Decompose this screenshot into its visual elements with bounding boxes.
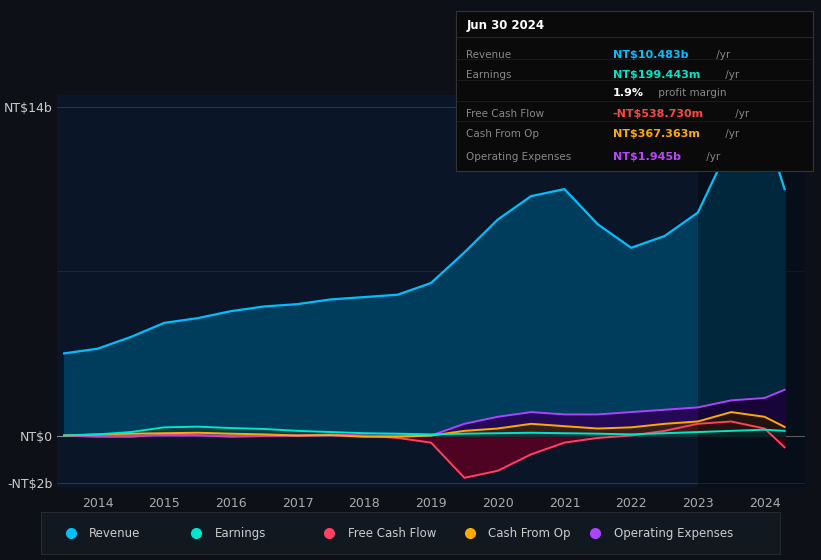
Text: /yr: /yr <box>732 109 750 119</box>
Text: Jun 30 2024: Jun 30 2024 <box>466 19 544 32</box>
Bar <box>698 95 818 487</box>
Text: Cash From Op: Cash From Op <box>488 527 571 540</box>
Text: /yr: /yr <box>713 49 730 59</box>
Text: 1.9%: 1.9% <box>612 88 644 98</box>
Text: Cash From Op: Cash From Op <box>466 129 539 139</box>
Text: Free Cash Flow: Free Cash Flow <box>466 109 544 119</box>
Text: profit margin: profit margin <box>655 88 727 98</box>
Text: NT$199.443m: NT$199.443m <box>612 70 700 80</box>
Text: Operating Expenses: Operating Expenses <box>613 527 733 540</box>
Text: NT$367.363m: NT$367.363m <box>612 129 699 139</box>
Text: Earnings: Earnings <box>466 70 511 80</box>
Text: Operating Expenses: Operating Expenses <box>466 152 571 162</box>
Text: NT$10.483b: NT$10.483b <box>612 49 688 59</box>
Text: Free Cash Flow: Free Cash Flow <box>348 527 436 540</box>
Text: Revenue: Revenue <box>466 49 511 59</box>
Text: /yr: /yr <box>722 70 740 80</box>
Text: -NT$538.730m: -NT$538.730m <box>612 109 704 119</box>
Text: /yr: /yr <box>722 129 740 139</box>
Text: Earnings: Earnings <box>215 527 266 540</box>
Text: NT$1.945b: NT$1.945b <box>612 152 681 162</box>
Text: /yr: /yr <box>703 152 720 162</box>
Text: Revenue: Revenue <box>89 527 140 540</box>
